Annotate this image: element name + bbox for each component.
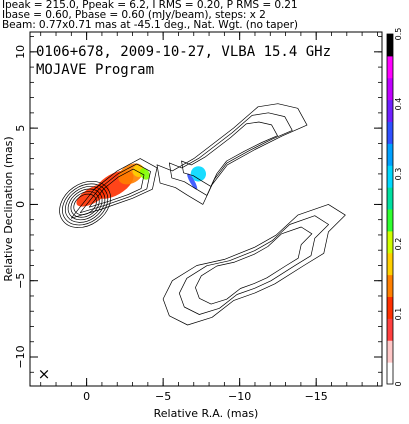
colorbar-segment-5	[387, 252, 393, 276]
colorbar-segment-1	[387, 340, 393, 363]
colorbar-label-3: 0.3	[394, 168, 403, 181]
colorbar-label-5: 0.5	[394, 28, 403, 41]
x-axis-title: Relative R.A. (mas)	[154, 407, 259, 420]
contour-inner-jet-0	[70, 158, 158, 219]
y-tick-label-4: −10	[14, 345, 27, 368]
colorbar-label-4: 0.4	[394, 98, 403, 111]
contour-core-4	[62, 183, 109, 226]
x-tick-label-3: −15	[305, 390, 328, 403]
contour-counter-lobe-2	[195, 226, 313, 305]
colorbar-segment-11	[387, 121, 393, 144]
colorbar-segment-15	[387, 34, 393, 57]
map-title: 0106+678, 2009-10-27, VLBA 15.4 GHz	[36, 44, 331, 60]
header-line-1: Ipeak = 215.0, Ppeak = 6.2, I RMS = 0.20…	[2, 0, 298, 11]
colorbar-segment-6	[387, 230, 393, 254]
contour-core-0	[73, 193, 97, 216]
contour-outer-jet-1	[168, 112, 293, 196]
contour-inner-jet-1	[79, 163, 151, 214]
colorbar: 0 0.1 0.2 0.3 0.4 0.5	[386, 28, 403, 387]
beam-symbol: ×	[38, 365, 51, 383]
map-subtitle: MOJAVE Program	[36, 62, 154, 78]
colorbar-segment-12	[387, 99, 393, 122]
colorbar-label-0: 0	[394, 381, 403, 386]
x-tick-label-2: −10	[228, 390, 251, 403]
contour-core-1	[70, 191, 100, 218]
contour-counter-lobe-0	[162, 204, 346, 326]
y-axis: 10 5 0 −5 −10	[14, 36, 382, 373]
contour-inner-jet-2	[88, 168, 145, 208]
contour-outer-jet-0	[156, 103, 308, 205]
colorbar-segment-14	[387, 55, 393, 79]
colorbar-segment-8	[387, 187, 393, 210]
colorbar-label-1: 0.1	[394, 308, 403, 321]
colorbar-label-2: 0.2	[394, 238, 403, 251]
polarization-patch-4	[139, 168, 150, 180]
header-line-2: Ibase = 0.60, Pbase = 0.60 (mJy/beam), s…	[2, 9, 266, 21]
header-line-3: Beam: 0.77x0.71 mas at -45.1 deg., Nat. …	[2, 19, 298, 31]
y-tick-label-3: −5	[14, 273, 27, 289]
colorbar-segment-10	[387, 143, 393, 166]
colorbar-segment-3	[387, 296, 393, 319]
y-axis-title: Relative Declination (mas)	[2, 136, 15, 281]
contour-counter-lobe-1	[178, 215, 329, 315]
y-tick-label-2: 0	[14, 201, 27, 208]
colorbar-segment-0	[387, 362, 393, 385]
contour-core-3	[64, 186, 106, 223]
polarization-patch-5	[190, 166, 206, 182]
colorbar-segment-2	[387, 318, 393, 341]
x-axis: 0 −5 −10 −15	[40, 32, 378, 403]
x-tick-label-0: 0	[83, 390, 90, 403]
y-tick-label-0: 10	[14, 45, 27, 59]
plot-frame	[29, 31, 383, 387]
x-tick-label-1: −5	[155, 390, 171, 403]
colorbar-segment-9	[387, 165, 393, 188]
polarization-patch-6	[187, 173, 198, 190]
contour-outer-jet-2	[181, 121, 278, 187]
colorbar-segment-13	[387, 77, 393, 101]
y-tick-label-1: 5	[14, 125, 27, 132]
contour-core-5	[59, 180, 111, 228]
colorbar-segment-4	[387, 274, 393, 297]
colorbar-segment-7	[387, 209, 393, 232]
plot-area	[59, 103, 346, 326]
colorbar-frame	[386, 33, 394, 385]
